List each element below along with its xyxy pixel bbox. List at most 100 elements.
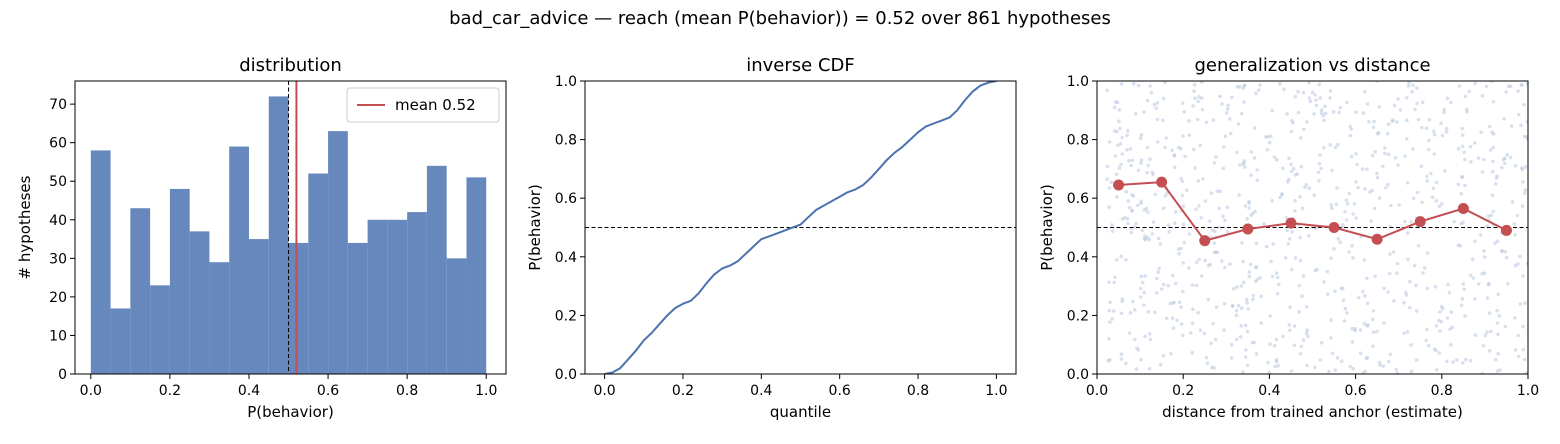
- scatter-point: [1272, 344, 1277, 348]
- scatter-point: [1198, 328, 1203, 333]
- scatter-point: [1415, 190, 1420, 195]
- scatter-point: [1395, 261, 1400, 266]
- scatter-point: [1206, 297, 1210, 302]
- scatter-point: [1523, 165, 1528, 169]
- scatter-point: [1455, 358, 1459, 362]
- scatter-point: [1289, 369, 1294, 373]
- scatter-point: [1459, 303, 1464, 308]
- scatter-point: [1248, 262, 1253, 267]
- histogram-bar: [209, 262, 230, 374]
- scatter-point: [1213, 229, 1217, 233]
- scatter-point: [1185, 188, 1189, 192]
- x-tick-label: 0.0: [593, 383, 615, 399]
- scatter-point: [1467, 89, 1471, 94]
- scatter-point: [1386, 182, 1390, 187]
- scatter-point: [1300, 294, 1304, 298]
- scatter-point: [1139, 274, 1144, 279]
- scatter-point: [1201, 177, 1205, 181]
- scatter-point: [1145, 145, 1150, 150]
- scatter-point: [1515, 213, 1520, 218]
- scatter-point: [1289, 162, 1293, 167]
- scatter-point: [1230, 304, 1235, 308]
- scatter-point: [1444, 130, 1449, 134]
- scatter-point: [1354, 216, 1358, 220]
- scatter-point: [1124, 258, 1128, 262]
- y-tick-label: 40: [49, 213, 67, 229]
- binned-mean-marker: [1242, 223, 1254, 235]
- scatter-point: [1340, 359, 1344, 364]
- scatter-point: [1312, 112, 1316, 116]
- scatter-point: [1297, 283, 1302, 288]
- scatter-point: [1299, 164, 1304, 169]
- scatter-point: [1160, 287, 1164, 291]
- scatter-point: [1377, 196, 1382, 200]
- scatter-point: [1281, 334, 1285, 339]
- scatter-point: [1128, 311, 1133, 315]
- scatter-point: [1267, 370, 1272, 374]
- scatter-point: [1421, 271, 1425, 275]
- scatter-point: [1161, 96, 1166, 101]
- scatter-point: [1284, 216, 1289, 220]
- scatter-point: [1360, 167, 1365, 171]
- scatter-point: [1158, 242, 1163, 246]
- scatter-point: [1150, 232, 1154, 236]
- scatter-point: [1270, 199, 1274, 203]
- y-axis-label: # hypotheses: [16, 175, 34, 279]
- scatter-point: [1503, 156, 1507, 160]
- scatter-point: [1271, 242, 1275, 246]
- x-axis-label: distance from trained anchor (estimate): [1162, 403, 1463, 421]
- scatter-point: [1388, 352, 1393, 357]
- scatter-point: [1437, 351, 1442, 355]
- scatter-point: [1329, 318, 1333, 322]
- scatter-point: [1476, 156, 1481, 160]
- scatter-point: [1247, 199, 1251, 204]
- scatter-point: [1249, 213, 1253, 217]
- scatter-point: [1241, 86, 1246, 90]
- scatter-point: [1333, 368, 1338, 373]
- scatter-point: [1119, 357, 1124, 361]
- y-tick-label: 1.0: [555, 74, 577, 90]
- scatter-point: [1181, 204, 1186, 208]
- scatter-point: [1519, 123, 1523, 128]
- scatter-point: [1247, 206, 1251, 210]
- y-tick-label: 30: [49, 251, 67, 267]
- scatter-point: [1166, 283, 1171, 288]
- scatter-point: [1354, 110, 1358, 114]
- scatter-point: [1442, 108, 1447, 112]
- scatter-point: [1244, 348, 1248, 352]
- scatter-point: [1363, 293, 1367, 298]
- scatter-point: [1221, 166, 1226, 171]
- scatter-point: [1461, 361, 1465, 365]
- scatter-point: [1241, 280, 1246, 285]
- scatter-point: [1342, 319, 1347, 323]
- panel-title: inverse CDF: [746, 55, 855, 76]
- scatter-point: [1460, 144, 1465, 149]
- scatter-point: [1344, 198, 1349, 202]
- scatter-point: [1304, 331, 1309, 336]
- scatter-point: [1110, 229, 1115, 233]
- scatter-point: [1521, 324, 1525, 329]
- inverse-cdf-panel: 0.0 0.2 0.4 0.6 0.8 1.0 0.0 0.2 0.4 0.6 0.8 1.0 inve…: [526, 55, 1017, 421]
- scatter-point: [1187, 133, 1191, 137]
- scatter-point: [1499, 249, 1504, 254]
- scatter-point: [1388, 271, 1392, 276]
- scatter-point: [1490, 130, 1494, 134]
- scatter-point: [1222, 328, 1226, 333]
- scatter-point: [1297, 310, 1301, 314]
- scatter-point: [1314, 98, 1318, 102]
- scatter-point: [1124, 361, 1128, 366]
- scatter-point: [1197, 95, 1201, 99]
- scatter-point: [1259, 321, 1264, 325]
- scatter-point: [1129, 163, 1133, 168]
- scatter-point: [1521, 180, 1525, 184]
- scatter-point: [1108, 358, 1112, 362]
- scatter-point: [1330, 206, 1334, 211]
- binned-mean-marker: [1457, 202, 1469, 214]
- scatter-point: [1117, 166, 1122, 170]
- scatter-point: [1290, 230, 1294, 234]
- scatter-point: [1412, 263, 1417, 268]
- scatter-point: [1386, 152, 1391, 157]
- scatter-point: [1176, 247, 1181, 251]
- scatter-point: [1289, 267, 1294, 272]
- scatter-point: [1212, 241, 1217, 245]
